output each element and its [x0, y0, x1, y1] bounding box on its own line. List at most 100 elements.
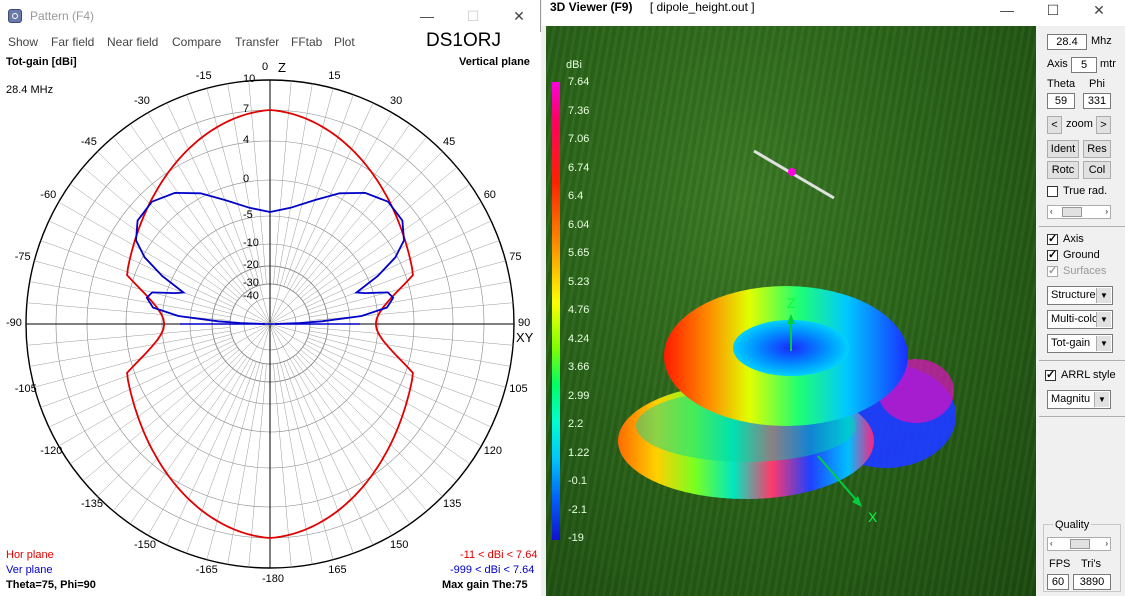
polar-spoke [97, 151, 271, 325]
color-mode-dropdown[interactable]: Multi-colo ▼ [1047, 310, 1113, 329]
slider-thumb[interactable] [1062, 207, 1082, 217]
chevron-down-icon[interactable]: ▼ [1096, 336, 1111, 351]
slider-right-arrow-icon[interactable]: › [1105, 539, 1108, 548]
angle-label: 0 [262, 61, 269, 73]
close-icon[interactable]: ✕ [513, 8, 525, 24]
colorbar-tick-label: 7.64 [568, 76, 590, 88]
polar-spoke [292, 356, 411, 525]
angle-label: -165 [195, 564, 218, 577]
ground-checkbox[interactable] [1047, 248, 1058, 261]
3d-render-canvas[interactable]: dBi 7.64 7.36 7.06 6.74 6.4 6.04 5.65 5.23 4.76 4… [546, 26, 1036, 596]
viewer-close-icon[interactable]: ✕ [1093, 2, 1105, 18]
angle-label: 45 [443, 135, 456, 148]
menu-transfer[interactable]: Transfer [235, 35, 280, 49]
polar-spoke [82, 166, 240, 299]
menu-compare[interactable]: Compare [172, 35, 222, 49]
menu-plot[interactable]: Plot [334, 35, 355, 49]
pattern-titlebar[interactable]: Pattern (F4) — ☐ ✕ [0, 0, 540, 32]
colorbar-tick-label: 5.65 [568, 247, 590, 259]
slider-left-arrow-icon[interactable]: ‹ [1050, 207, 1053, 216]
arrl-style-checkbox[interactable] [1045, 368, 1056, 381]
axis-length-input[interactable]: 5 [1071, 57, 1097, 73]
rotation-slider[interactable]: ‹ › [1047, 205, 1111, 219]
colorbar-tick-label: 5.23 [568, 275, 590, 288]
polar-spoke [227, 83, 264, 285]
polar-spoke [269, 323, 506, 388]
polar-spoke [269, 323, 482, 447]
viewer-titlebar[interactable]: 3D Viewer (F9) [ dipole_height.out ] — ☐… [542, 0, 1125, 26]
chevron-down-icon[interactable]: ▼ [1096, 288, 1111, 303]
quality-slider[interactable]: ‹ › [1047, 537, 1111, 551]
angle-label: -90 [6, 317, 22, 329]
angle-label: -135 [80, 498, 103, 511]
phi-input[interactable]: 331 [1083, 93, 1111, 109]
maximize-icon: ☐ [466, 8, 480, 24]
pattern-title: Pattern (F4) [30, 9, 95, 23]
polar-spoke [248, 363, 267, 568]
magnitude-dropdown[interactable]: Magnitu ▼ [1047, 390, 1111, 409]
angle-label: 105 [509, 383, 528, 396]
angle-label: -60 [40, 189, 57, 201]
polar-spoke [269, 201, 482, 325]
polar-spoke [302, 183, 471, 302]
axis-length-label: Axis [1047, 58, 1068, 70]
slider-right-arrow-icon[interactable]: › [1105, 207, 1108, 216]
polar-spoke [69, 183, 238, 302]
rotc-button[interactable]: Rotc [1047, 161, 1079, 179]
menu-far-field[interactable]: Far field [51, 35, 95, 49]
colorbar-tick-label: 4.24 [568, 332, 590, 345]
true-rad-checkbox[interactable] [1047, 186, 1058, 197]
ident-button[interactable]: Ident [1047, 140, 1079, 158]
polar-spoke [166, 360, 254, 546]
ring-label: -10 [243, 237, 259, 249]
colorbar-tick-label: -2.1 [568, 503, 587, 516]
polar-spoke [283, 361, 354, 554]
angle-label: -15 [195, 69, 212, 82]
menu-show[interactable]: Show [8, 35, 39, 49]
polar-spoke [292, 123, 411, 292]
theta-input[interactable]: 59 [1047, 93, 1075, 109]
polar-spoke [48, 340, 234, 428]
viewer-minimize-icon[interactable]: — [1000, 2, 1014, 18]
col-button[interactable]: Col [1083, 161, 1111, 179]
polar-spoke [269, 112, 393, 325]
colorbar-tick-label: 7.36 [568, 104, 590, 117]
separator [1039, 416, 1125, 417]
angle-label: 60 [483, 189, 496, 201]
polar-spoke [147, 112, 271, 325]
polar-spoke [97, 323, 271, 497]
surfaces-checkbox [1047, 264, 1058, 277]
slider-left-arrow-icon[interactable]: ‹ [1050, 539, 1053, 548]
minimize-icon[interactable]: — [420, 8, 434, 24]
colorbar-tick-label: 6.4 [568, 190, 584, 202]
tris-value: 3890 [1073, 574, 1111, 590]
res-button[interactable]: Res [1083, 140, 1111, 158]
slider-thumb[interactable] [1070, 539, 1090, 549]
chevron-down-icon[interactable]: ▼ [1094, 392, 1109, 407]
gain-type-dropdown[interactable]: Tot-gain ▼ [1047, 334, 1113, 353]
frequency-input[interactable]: 28.4 [1047, 34, 1087, 50]
polar-spoke [227, 363, 264, 565]
axis-xy-label: XY [516, 330, 534, 345]
polar-spoke [302, 346, 471, 465]
structure-dropdown[interactable]: Structure ▼ [1047, 286, 1113, 305]
viewer-maximize-icon[interactable]: ☐ [1046, 2, 1060, 18]
axis-checkbox[interactable] [1047, 232, 1058, 245]
legend-hor-plane: Hor plane [6, 549, 54, 561]
polar-spoke [48, 220, 234, 308]
menu-near-field[interactable]: Near field [107, 35, 159, 49]
zoom-in-button[interactable]: > [1096, 116, 1111, 134]
zoom-out-button[interactable]: < [1047, 116, 1062, 134]
angle-label: 90 [518, 317, 531, 329]
ring-label: -20 [243, 259, 259, 271]
viewer-window: 3D Viewer (F9) [ dipole_height.out ] — ☐… [542, 0, 1125, 596]
menu-fftab[interactable]: FFtab [291, 35, 323, 49]
angle-label: 165 [328, 564, 347, 577]
status-theta-phi: Theta=75, Phi=90 [6, 579, 96, 591]
ver-plane-pattern-left [135, 191, 271, 325]
chevron-down-icon[interactable]: ▼ [1096, 312, 1111, 327]
colorbar-tick-label: 1.22 [568, 446, 590, 459]
polar-spoke [129, 356, 248, 525]
colorbar-tick-label: -19 [568, 532, 584, 544]
polar-spoke [295, 136, 428, 294]
